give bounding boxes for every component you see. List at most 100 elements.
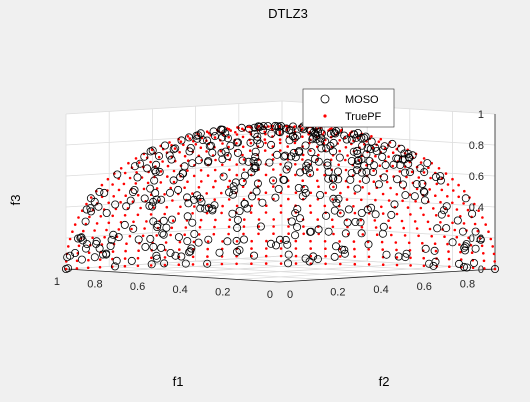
moso-point (258, 198, 267, 207)
truepf-point (119, 167, 123, 170)
moso-point (401, 191, 410, 200)
truepf-point (177, 212, 180, 215)
truepf-point (367, 263, 371, 266)
truepf-point (432, 207, 435, 210)
moso-point (412, 180, 421, 189)
moso-point (423, 159, 432, 168)
truepf-point (197, 186, 201, 189)
moso-point (196, 129, 205, 138)
truepf-point (227, 225, 231, 229)
truepf-point (317, 185, 320, 188)
truepf-point (267, 125, 270, 128)
moso-point (351, 217, 360, 226)
moso-point (336, 209, 345, 218)
truepf-point (344, 168, 348, 172)
truepf-point (221, 240, 224, 243)
moso-point (120, 220, 129, 229)
moso-point (279, 175, 288, 184)
truepf-point (164, 241, 168, 244)
truepf-point (457, 183, 460, 187)
truepf-point (111, 183, 114, 186)
truepf-point (213, 225, 216, 229)
moso-point (252, 187, 261, 196)
truepf-point (388, 226, 392, 230)
truepf-point (100, 183, 104, 187)
truepf-point (395, 263, 399, 267)
truepf-point (213, 136, 217, 139)
truepf-point (125, 242, 128, 245)
truepf-point (263, 130, 267, 134)
moso-point (296, 168, 305, 177)
truepf-point (489, 237, 493, 241)
moso-point (86, 194, 95, 203)
moso-point (165, 188, 174, 197)
moso-point (429, 261, 438, 270)
truepf-point (249, 141, 253, 145)
moso-point (418, 179, 427, 188)
moso-point (360, 133, 369, 142)
truepf-point (242, 225, 246, 228)
truepf-point (107, 221, 111, 225)
moso-point (301, 254, 310, 263)
moso-point (310, 154, 319, 163)
x-tick-label: 0.2 (215, 286, 230, 298)
truepf-point (398, 170, 402, 173)
truepf-point (417, 176, 421, 179)
truepf-point (186, 169, 189, 172)
truepf-point (111, 214, 114, 218)
moso-point (323, 161, 332, 170)
truepf-point (344, 146, 348, 149)
truepf-point (124, 249, 127, 253)
truepf-point (473, 222, 477, 226)
moso-point (332, 198, 341, 207)
truepf-point (410, 170, 414, 174)
moso-point (253, 179, 262, 188)
truepf-point (381, 255, 385, 259)
moso-point (323, 158, 332, 167)
truepf-point (370, 135, 373, 138)
legend-moso-marker (320, 94, 330, 104)
moso-point (285, 136, 294, 145)
truepf-point (134, 157, 138, 160)
truepf-point (358, 180, 362, 183)
moso-point (307, 148, 316, 157)
moso-point (249, 156, 258, 165)
truepf-point (89, 196, 93, 199)
truepf-point (272, 197, 275, 201)
truepf-point (279, 149, 282, 152)
moso-point (404, 153, 413, 162)
truepf-point (395, 248, 398, 252)
moso-point (210, 132, 219, 141)
moso-point (295, 214, 304, 223)
moso-point (195, 194, 204, 203)
truepf-point (293, 125, 297, 128)
moso-point (436, 172, 445, 181)
moso-point (233, 223, 242, 232)
moso-point (235, 246, 244, 255)
truepf-point (375, 233, 379, 236)
truepf-point (213, 168, 217, 172)
moso-point (321, 137, 330, 146)
moso-point (146, 234, 155, 243)
truepf-point (308, 204, 312, 208)
truepf-point (391, 151, 395, 154)
moso-point (462, 263, 471, 272)
moso-point (113, 170, 122, 179)
truepf-point (228, 218, 232, 221)
truepf-point (141, 234, 145, 238)
moso-point (87, 207, 96, 216)
truepf-point (316, 168, 319, 171)
truepf-point (177, 263, 181, 267)
truepf-point (374, 154, 377, 158)
y-tick-label: 0.4 (373, 284, 388, 296)
truepf-point (387, 155, 390, 158)
moso-point (353, 128, 362, 137)
truepf-point (434, 214, 438, 217)
moso-point (284, 259, 293, 268)
moso-point (471, 244, 480, 253)
truepf-point (477, 209, 480, 212)
moso-point (288, 122, 297, 131)
truepf-point (68, 237, 72, 241)
truepf-point (338, 255, 342, 258)
moso-point (330, 128, 339, 137)
